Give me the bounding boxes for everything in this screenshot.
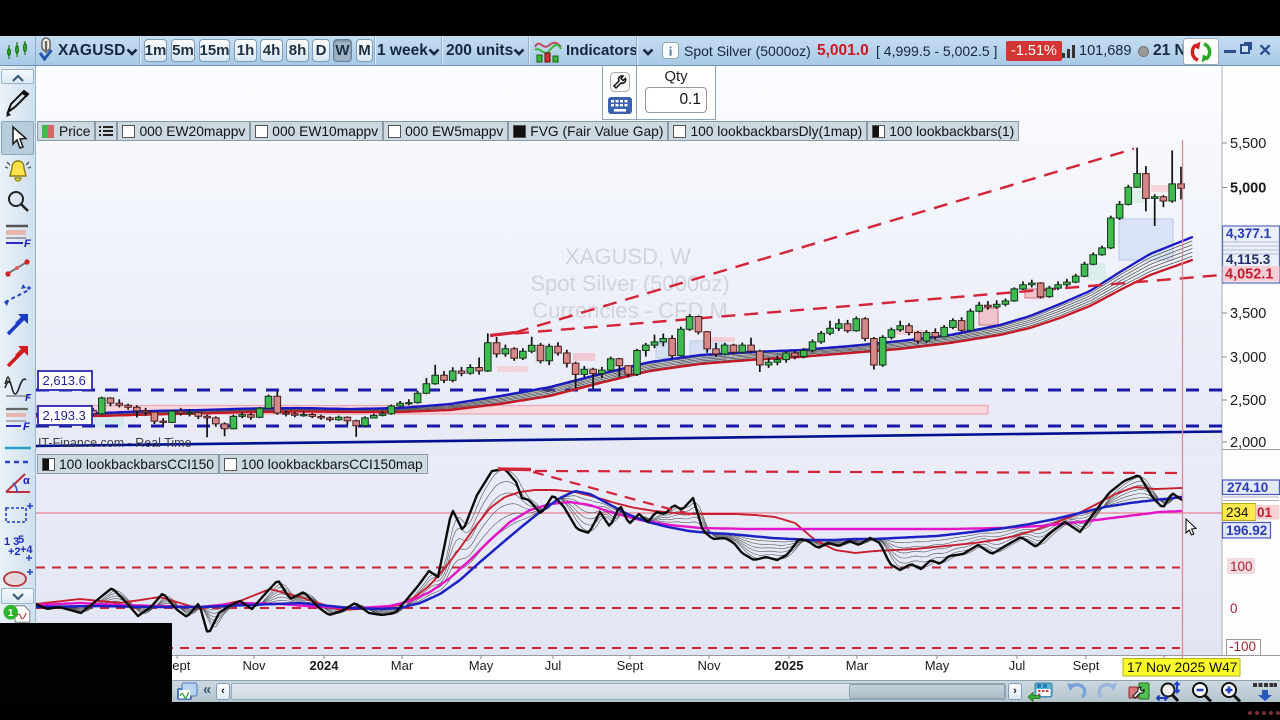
svg-text:+2: +2 bbox=[8, 546, 21, 558]
svg-text:i: i bbox=[669, 44, 673, 59]
svg-text:F: F bbox=[25, 393, 32, 402]
svg-text:F: F bbox=[24, 238, 31, 248]
svg-text:Jul: Jul bbox=[545, 658, 562, 673]
svg-text:3,500: 3,500 bbox=[1230, 306, 1266, 322]
svg-text:Spot Silver (5000oz): Spot Silver (5000oz) bbox=[530, 271, 729, 296]
svg-text:3,000: 3,000 bbox=[1230, 350, 1266, 366]
svg-text:α: α bbox=[23, 475, 30, 487]
svg-text:100: 100 bbox=[1230, 559, 1253, 574]
svg-text:2,613.6: 2,613.6 bbox=[43, 373, 86, 388]
svg-text:17 Nov 2025 W47: 17 Nov 2025 W47 bbox=[1127, 660, 1237, 675]
svg-text:2,500: 2,500 bbox=[1230, 393, 1266, 409]
svg-text:XAGUSD, W: XAGUSD, W bbox=[565, 244, 691, 269]
svg-text:Nov: Nov bbox=[242, 658, 266, 673]
svg-text:4,115.3: 4,115.3 bbox=[1226, 252, 1271, 267]
svg-text:Sept: Sept bbox=[617, 658, 644, 673]
svg-text:5,500: 5,500 bbox=[1230, 136, 1266, 152]
svg-text:5: 5 bbox=[18, 534, 24, 546]
svg-text:Mar: Mar bbox=[846, 658, 869, 673]
svg-text:5,000: 5,000 bbox=[1230, 181, 1266, 197]
svg-text:2,193.3: 2,193.3 bbox=[43, 408, 86, 423]
svg-text:1: 1 bbox=[8, 608, 14, 619]
svg-text:Nov: Nov bbox=[697, 658, 721, 673]
svg-text:F: F bbox=[23, 421, 30, 430]
svg-text:-100: -100 bbox=[1229, 639, 1256, 654]
svg-text:01: 01 bbox=[1257, 505, 1273, 520]
svg-text:May: May bbox=[469, 658, 494, 673]
svg-text:May: May bbox=[925, 658, 950, 673]
svg-text:274.10: 274.10 bbox=[1227, 480, 1268, 495]
svg-text:196.92: 196.92 bbox=[1226, 523, 1267, 538]
svg-text:2,000: 2,000 bbox=[1230, 435, 1266, 451]
svg-text:2024: 2024 bbox=[310, 658, 340, 673]
svg-text:Jul: Jul bbox=[1009, 658, 1026, 673]
svg-text:+4: +4 bbox=[20, 544, 33, 556]
svg-text:1 3: 1 3 bbox=[4, 536, 19, 548]
svg-text:Mar: Mar bbox=[391, 658, 414, 673]
svg-text:A: A bbox=[4, 375, 12, 387]
svg-text:2025: 2025 bbox=[775, 658, 804, 673]
svg-text:IT-Finance.com - Real Time: IT-Finance.com - Real Time bbox=[38, 436, 192, 450]
svg-text:Sept: Sept bbox=[1073, 658, 1100, 673]
svg-text:4,052.1: 4,052.1 bbox=[1225, 267, 1273, 283]
svg-text:0: 0 bbox=[1230, 601, 1238, 616]
svg-text:4,377.1: 4,377.1 bbox=[1226, 226, 1272, 241]
svg-text:234: 234 bbox=[1226, 505, 1249, 520]
